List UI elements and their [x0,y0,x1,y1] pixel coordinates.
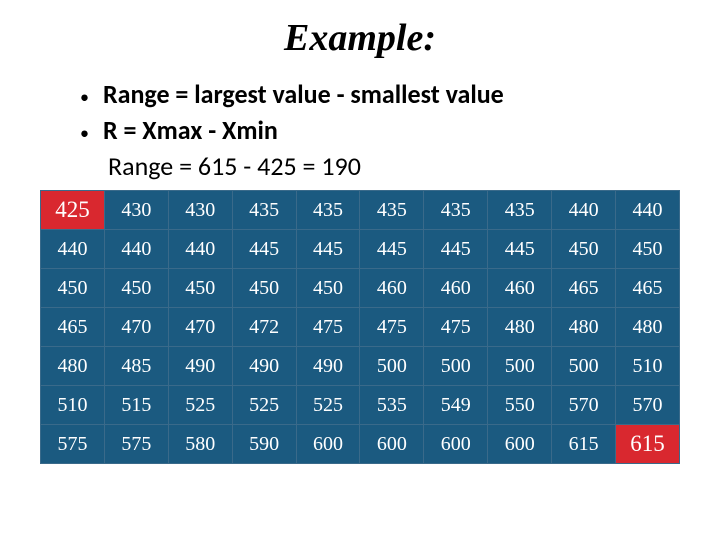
table-cell: 435 [232,191,296,230]
table-cell: 485 [104,347,168,386]
table-cell: 450 [296,269,360,308]
table-cell: 445 [360,230,424,269]
table-cell: 440 [168,230,232,269]
slide: Example: • Range = largest value - small… [0,0,720,540]
table-cell: 450 [104,269,168,308]
table-cell: 425 [41,191,105,230]
table-cell: 475 [424,308,488,347]
table-cell: 435 [296,191,360,230]
table-cell: 600 [360,425,424,464]
table-cell: 460 [424,269,488,308]
table-cell: 470 [104,308,168,347]
table-cell: 549 [424,386,488,425]
table-cell: 550 [488,386,552,425]
table-cell: 440 [616,191,680,230]
indent-text: Range = 615 - 425 = 190 [108,150,361,182]
table-cell: 575 [104,425,168,464]
table-cell: 580 [168,425,232,464]
table-cell: 465 [41,308,105,347]
table-cell: 500 [552,347,616,386]
bullet-item: • Range = largest value - smallest value [80,78,700,112]
table-cell: 445 [488,230,552,269]
table-body: 4254304304354354354354354404404404404404… [41,191,680,464]
table-cell: 480 [552,308,616,347]
table-cell: 525 [232,386,296,425]
table-cell: 470 [168,308,232,347]
table-cell: 445 [296,230,360,269]
table-cell: 600 [488,425,552,464]
table-row: 425430430435435435435435440440 [41,191,680,230]
bullet-marker-icon: • [80,82,89,112]
table-cell: 440 [41,230,105,269]
bullet-text: Range = largest value - smallest value [103,78,504,110]
table-cell: 480 [616,308,680,347]
table-cell: 515 [104,386,168,425]
table-cell: 480 [488,308,552,347]
table-cell: 480 [41,347,105,386]
table-cell: 450 [616,230,680,269]
table-cell: 525 [168,386,232,425]
table-cell: 535 [360,386,424,425]
table-cell: 615 [616,425,680,464]
table-cell: 570 [616,386,680,425]
table-cell: 440 [104,230,168,269]
table-cell: 460 [488,269,552,308]
table-row: 480485490490490500500500500510 [41,347,680,386]
table-cell: 500 [488,347,552,386]
table-cell: 490 [168,347,232,386]
bullet-list: • Range = largest value - smallest value… [80,78,700,182]
table-cell: 450 [41,269,105,308]
table-cell: 472 [232,308,296,347]
table-cell: 510 [616,347,680,386]
table-cell: 450 [168,269,232,308]
table-cell: 490 [296,347,360,386]
table-cell: 430 [168,191,232,230]
bullet-marker-icon: • [80,118,89,148]
table-cell: 615 [552,425,616,464]
table-cell: 435 [424,191,488,230]
table-cell: 590 [232,425,296,464]
table-cell: 600 [296,425,360,464]
table-cell: 510 [41,386,105,425]
table-cell: 475 [296,308,360,347]
table-cell: 465 [552,269,616,308]
table-cell: 445 [232,230,296,269]
table-cell: 460 [360,269,424,308]
table-cell: 435 [360,191,424,230]
table-cell: 490 [232,347,296,386]
bullet-item: • R = Xmax - Xmin [80,114,700,148]
table-cell: 430 [104,191,168,230]
table-row: 450450450450450460460460465465 [41,269,680,308]
slide-title: Example: [20,16,700,60]
table-cell: 500 [424,347,488,386]
table-cell: 465 [616,269,680,308]
table-cell: 570 [552,386,616,425]
bullet-text: R = Xmax - Xmin [103,114,278,146]
indented-line: Range = 615 - 425 = 190 [80,150,700,182]
table-row: 440440440445445445445445450450 [41,230,680,269]
table-row: 510515525525525535549550570570 [41,386,680,425]
table-cell: 450 [232,269,296,308]
table-cell: 500 [360,347,424,386]
table-cell: 525 [296,386,360,425]
table-row: 465470470472475475475480480480 [41,308,680,347]
table-row: 575575580590600600600600615615 [41,425,680,464]
table-cell: 440 [552,191,616,230]
data-table: 4254304304354354354354354404404404404404… [40,190,680,464]
table-cell: 600 [424,425,488,464]
table-cell: 575 [41,425,105,464]
table-cell: 435 [488,191,552,230]
table-cell: 445 [424,230,488,269]
table-cell: 475 [360,308,424,347]
table-cell: 450 [552,230,616,269]
